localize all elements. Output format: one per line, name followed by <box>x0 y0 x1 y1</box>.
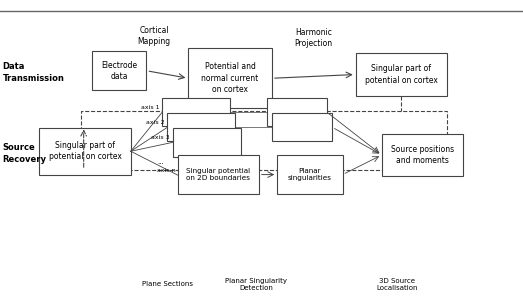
Text: 3D Source
Localisation: 3D Source Localisation <box>377 278 418 291</box>
Text: Planar Singularity
Detection: Planar Singularity Detection <box>225 278 287 291</box>
Text: Data
Transmission: Data Transmission <box>3 62 64 83</box>
Text: axis n: axis n <box>156 168 175 173</box>
FancyBboxPatch shape <box>162 98 230 126</box>
FancyBboxPatch shape <box>39 128 131 175</box>
Text: Planar
singularities: Planar singularities <box>288 168 332 182</box>
FancyBboxPatch shape <box>277 155 343 194</box>
FancyBboxPatch shape <box>356 53 447 96</box>
Text: Singular potential
on 2D boundaries: Singular potential on 2D boundaries <box>186 168 251 182</box>
FancyBboxPatch shape <box>167 113 235 141</box>
Text: Singular part of
potential on cortex: Singular part of potential on cortex <box>49 141 121 161</box>
Text: Cortical
Mapping: Cortical Mapping <box>138 26 171 46</box>
FancyBboxPatch shape <box>382 134 463 176</box>
FancyBboxPatch shape <box>178 155 259 194</box>
Text: axis 3: axis 3 <box>151 135 170 140</box>
FancyBboxPatch shape <box>92 51 146 90</box>
Text: Source
Recovery: Source Recovery <box>3 143 47 164</box>
Text: axis 1: axis 1 <box>141 105 160 110</box>
Text: Source positions
and moments: Source positions and moments <box>391 145 454 165</box>
Text: Singular part of
potential on cortex: Singular part of potential on cortex <box>365 64 438 85</box>
FancyBboxPatch shape <box>267 98 327 126</box>
FancyBboxPatch shape <box>272 113 332 141</box>
FancyBboxPatch shape <box>173 128 241 157</box>
Text: Potential and
normal current
on cortex: Potential and normal current on cortex <box>201 62 259 94</box>
Text: ...: ... <box>157 159 164 165</box>
Text: Plane Sections: Plane Sections <box>142 281 193 287</box>
Text: Harmonic
Projection: Harmonic Projection <box>295 28 333 48</box>
Text: Electrode
data: Electrode data <box>101 61 137 81</box>
FancyBboxPatch shape <box>188 48 272 108</box>
Text: axis 2: axis 2 <box>146 120 165 125</box>
